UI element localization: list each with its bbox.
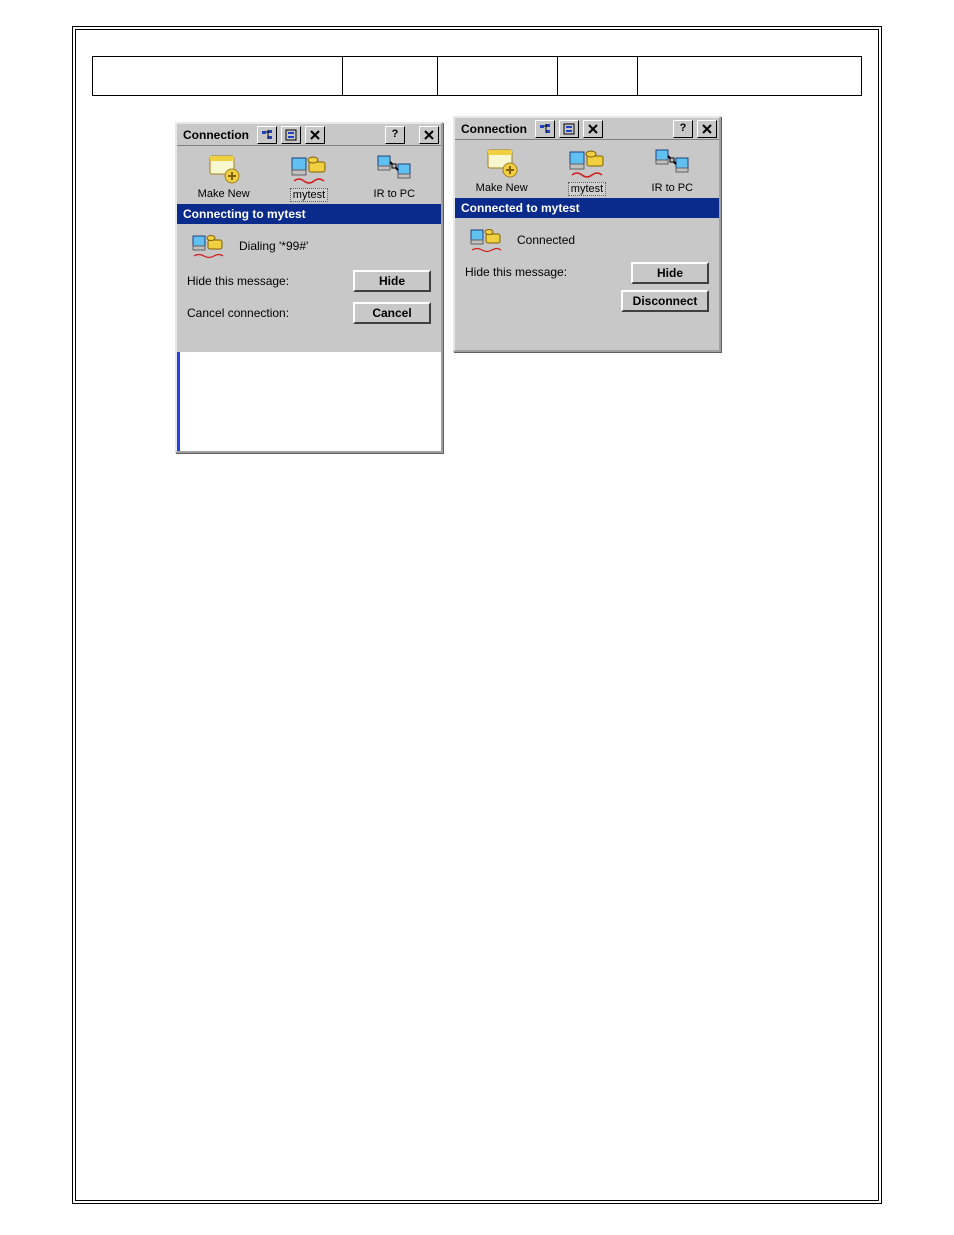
ir-icon bbox=[374, 152, 414, 186]
titlebar: Connection ? bbox=[177, 124, 441, 146]
connection-item-ir-to-pc[interactable]: IR to PC bbox=[633, 146, 711, 196]
status-row: Connected bbox=[465, 226, 709, 254]
properties-icon[interactable] bbox=[281, 126, 301, 144]
connection-items: Make New mytest IR to PC bbox=[177, 146, 441, 204]
hide-button[interactable]: Hide bbox=[353, 270, 431, 292]
hide-row: Hide this message: Hide bbox=[187, 270, 431, 292]
delete-icon[interactable] bbox=[305, 126, 325, 144]
delete-icon[interactable] bbox=[583, 120, 603, 138]
header-cell bbox=[342, 56, 437, 96]
dialog-title: Connected to mytest bbox=[455, 198, 719, 218]
connection-item-label: IR to PC bbox=[652, 182, 694, 194]
header-cell bbox=[637, 56, 862, 96]
status-text: Dialing '*99#' bbox=[239, 239, 308, 253]
connection-item-mytest[interactable]: mytest bbox=[548, 146, 626, 196]
disconnect-button[interactable]: Disconnect bbox=[621, 290, 709, 312]
hide-button[interactable]: Hide bbox=[631, 262, 709, 284]
connection-item-label: Make New bbox=[476, 182, 528, 194]
hide-label: Hide this message: bbox=[465, 262, 567, 279]
ir-icon bbox=[652, 146, 692, 180]
connection-item-mytest[interactable]: mytest bbox=[270, 152, 348, 202]
cancel-label: Cancel connection: bbox=[187, 306, 289, 320]
connection-item-make-new[interactable]: Make New bbox=[185, 152, 263, 202]
connection-item-label: mytest bbox=[568, 182, 606, 196]
header-cell bbox=[557, 56, 637, 96]
connection-item-label: mytest bbox=[290, 188, 328, 202]
modem-icon bbox=[191, 232, 225, 260]
hide-label: Hide this message: bbox=[187, 274, 289, 288]
connection-items: Make New mytest IR to PC bbox=[455, 140, 719, 198]
connection-item-make-new[interactable]: Make New bbox=[463, 146, 541, 196]
make-new-icon bbox=[482, 146, 522, 180]
modem-icon bbox=[469, 226, 503, 254]
tree-icon[interactable] bbox=[257, 126, 277, 144]
connection-item-label: Make New bbox=[198, 188, 250, 200]
connection-panel-connecting: Connection ? Make New mytest bbox=[175, 122, 443, 453]
connection-item-label: IR to PC bbox=[374, 188, 416, 200]
header-cell bbox=[437, 56, 557, 96]
tree-icon[interactable] bbox=[535, 120, 555, 138]
header-table bbox=[92, 56, 862, 96]
modem-icon bbox=[567, 146, 607, 180]
modem-icon bbox=[289, 152, 329, 186]
close-icon[interactable] bbox=[697, 120, 717, 138]
cancel-row: Cancel connection: Cancel bbox=[187, 302, 431, 324]
dialog-body: Dialing '*99#' Hide this message: Hide C… bbox=[177, 224, 441, 334]
properties-icon[interactable] bbox=[559, 120, 579, 138]
cancel-button[interactable]: Cancel bbox=[353, 302, 431, 324]
connection-item-ir-to-pc[interactable]: IR to PC bbox=[355, 152, 433, 202]
header-cell bbox=[92, 56, 342, 96]
make-new-icon bbox=[204, 152, 244, 186]
close-icon[interactable] bbox=[419, 126, 439, 144]
status-row: Dialing '*99#' bbox=[187, 232, 431, 260]
window-title: Connection bbox=[457, 122, 531, 136]
panel-client-area bbox=[177, 352, 441, 451]
status-text: Connected bbox=[517, 233, 575, 247]
titlebar: Connection ? bbox=[455, 118, 719, 140]
help-icon[interactable]: ? bbox=[385, 126, 405, 144]
window-title: Connection bbox=[179, 128, 253, 142]
dialog-body: Connected Hide this message: Hide Discon… bbox=[455, 218, 719, 322]
help-icon[interactable]: ? bbox=[673, 120, 693, 138]
connection-panel-connected: Connection ? Make New mytest bbox=[453, 116, 721, 352]
dialog-title: Connecting to mytest bbox=[177, 204, 441, 224]
